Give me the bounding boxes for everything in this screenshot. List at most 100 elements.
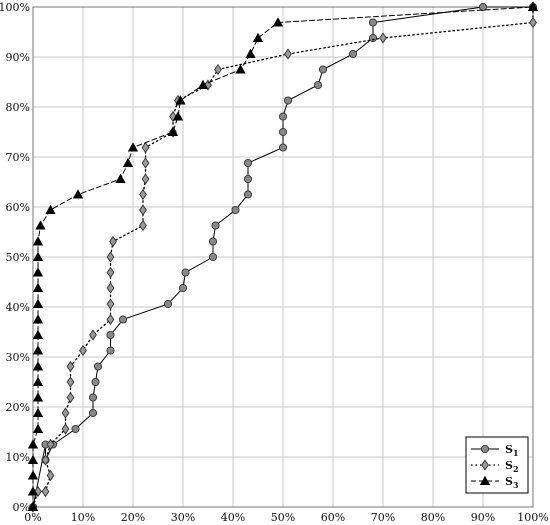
- series-2-point: [41, 454, 50, 466]
- series-2-point: [79, 344, 87, 357]
- series-1-point: [208, 252, 218, 262]
- series-3-point: [32, 329, 44, 339]
- series-1-point: [278, 143, 288, 152]
- series-2-point: [139, 188, 147, 201]
- y-tick-label: 90%: [6, 51, 30, 64]
- series-3-point: [27, 470, 39, 480]
- x-tick-label: 20%: [121, 511, 145, 524]
- series-3-point: [127, 142, 139, 152]
- series-3: [27, 1, 539, 511]
- y-tick-label: 70%: [6, 151, 30, 164]
- legend-marker: [479, 475, 491, 485]
- series-3-point: [235, 64, 246, 74]
- series-3-point: [115, 173, 126, 183]
- series-1-point: [243, 190, 253, 199]
- series-1-point: [368, 33, 378, 43]
- y-tick-label: 100%: [0, 1, 30, 14]
- series-3-point: [32, 361, 44, 371]
- series-3-point: [32, 236, 44, 246]
- series-3-point: [32, 407, 44, 417]
- x-tick-label: 10%: [71, 511, 95, 524]
- series-2-line: [32, 6, 534, 508]
- series-1-point: [368, 18, 378, 27]
- x-tick-label: 70%: [371, 511, 395, 524]
- x-tick-label: 100%: [517, 511, 548, 524]
- y-tick-label: 20%: [6, 401, 30, 414]
- series-2-point: [106, 313, 115, 326]
- series-3-point: [197, 79, 209, 89]
- series-3-point: [32, 345, 44, 355]
- x-tick-label: 30%: [171, 511, 195, 524]
- y-tick-label: 80%: [6, 101, 30, 114]
- series-1-point: [478, 2, 488, 12]
- series-2-point: [109, 235, 117, 248]
- series-3-point: [167, 126, 179, 136]
- series-2-point: [141, 173, 150, 185]
- series-2-point: [141, 157, 150, 169]
- series-2-point: [139, 204, 147, 216]
- series-2-point: [139, 219, 147, 232]
- series-1-point: [88, 408, 98, 418]
- series-1-point: [91, 377, 100, 387]
- series-3-point: [27, 501, 39, 511]
- series-1-point: [88, 393, 98, 402]
- series-2-point: [46, 469, 55, 482]
- series-2: [29, 1, 537, 513]
- series-layer: [27, 1, 539, 513]
- series-2-point: [61, 407, 70, 419]
- series-1-point: [231, 205, 240, 215]
- series-3-point: [32, 376, 44, 386]
- series-1-point: [243, 158, 253, 168]
- series-2-point: [106, 298, 115, 310]
- series-3-point: [32, 251, 44, 261]
- series-3-point: [32, 423, 44, 433]
- series-3-point: [45, 204, 56, 214]
- series-1-point: [118, 315, 128, 324]
- series-3-point: [175, 95, 186, 105]
- series-1-point: [283, 96, 293, 105]
- y-axis-ticks: 0% 10% 20% 30% 40% 50% 60% 70% 80% 90% 100%: [0, 1, 30, 514]
- legend-marker: [481, 459, 489, 471]
- series-1-point: [348, 49, 358, 59]
- series-1-point: [243, 174, 253, 184]
- series-1-point: [278, 127, 288, 137]
- series-3-point: [32, 392, 44, 402]
- series-1-point: [93, 362, 103, 371]
- series-2-point: [61, 423, 70, 435]
- series-3-point: [27, 486, 39, 496]
- series-3-point: [32, 298, 44, 308]
- x-tick-label: 50%: [271, 511, 295, 524]
- series-3-point: [27, 439, 39, 449]
- series-3-point: [72, 189, 84, 199]
- series-2-point: [106, 282, 115, 294]
- series-3-point: [35, 220, 46, 230]
- y-tick-label: 10%: [6, 451, 30, 464]
- series-1-point: [106, 330, 115, 340]
- series-1-point: [278, 112, 288, 121]
- x-axis-ticks: 0% 10% 20% 30% 40% 50% 60% 70% 80% 90% 100%: [24, 511, 548, 524]
- legend-box: [465, 436, 529, 494]
- x-tick-label: 60%: [321, 511, 345, 524]
- series-3-point: [32, 282, 44, 292]
- legend-marker: [480, 444, 490, 454]
- series-1-point: [106, 346, 115, 355]
- series-2-point: [106, 266, 115, 279]
- x-tick-label: 40%: [221, 511, 245, 524]
- series-1-point: [71, 424, 80, 434]
- y-tick-label: 40%: [6, 301, 30, 314]
- series-1-point: [318, 65, 328, 74]
- series-1-point: [211, 221, 220, 230]
- series-3-point: [27, 454, 39, 464]
- series-2-point: [46, 438, 55, 451]
- series-2-point: [284, 48, 292, 60]
- series-2-point: [41, 485, 50, 498]
- series-2-point: [214, 63, 222, 76]
- series-1-point: [313, 80, 323, 90]
- series-2-point: [66, 360, 75, 373]
- y-tick-label: 30%: [6, 351, 30, 364]
- grid: [32, 6, 534, 508]
- series-2-point: [66, 376, 75, 388]
- series-2-point: [529, 16, 537, 29]
